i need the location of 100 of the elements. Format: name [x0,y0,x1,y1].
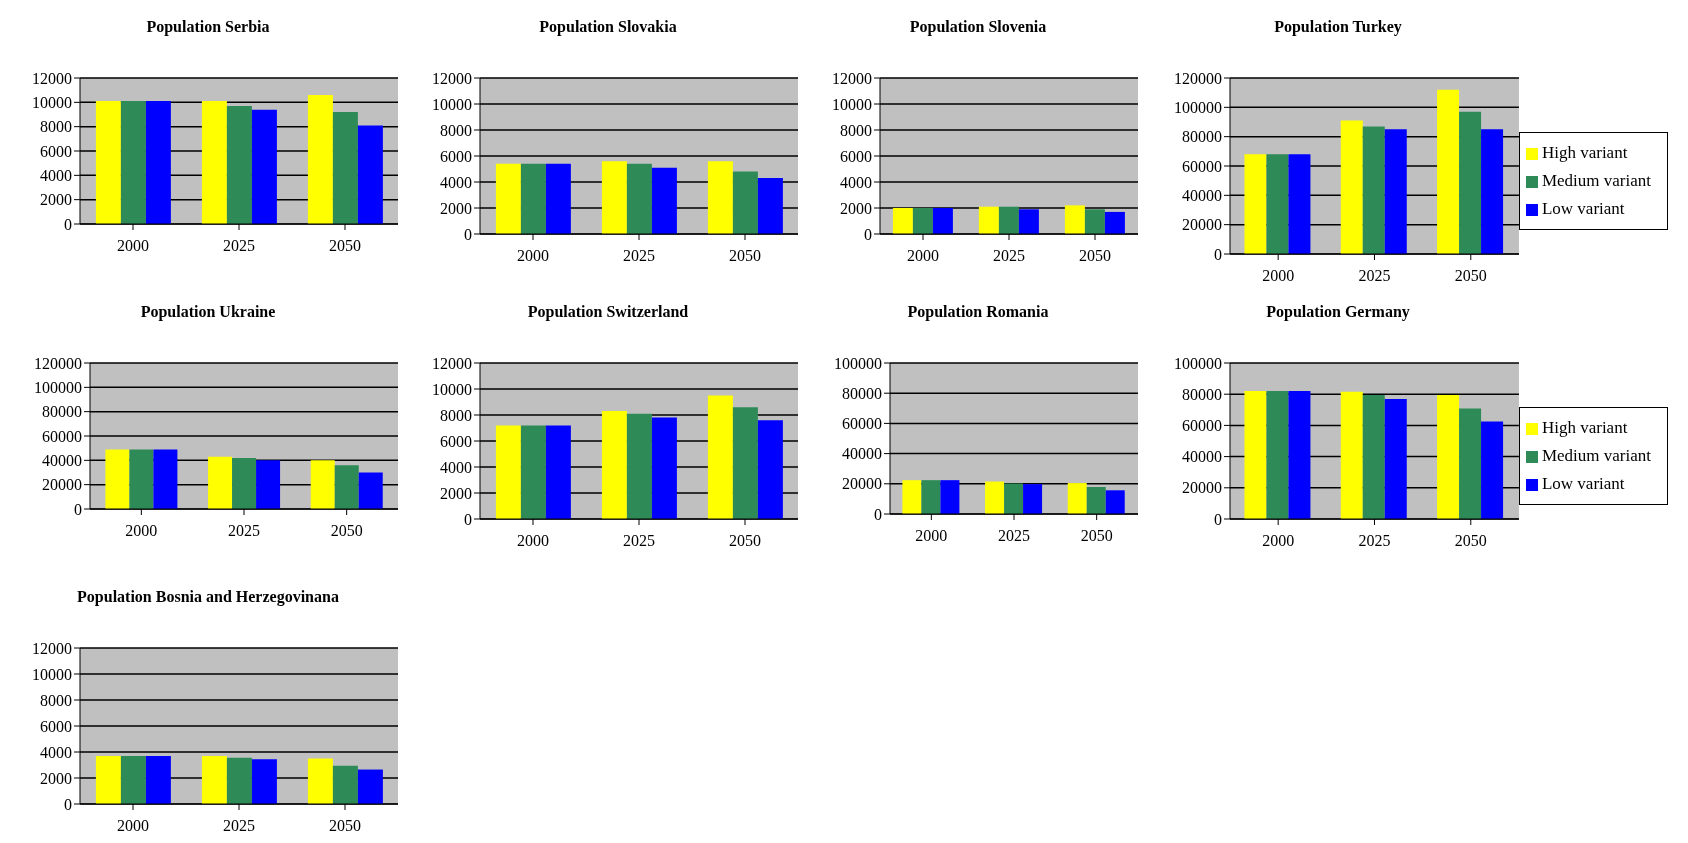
bar [1384,398,1407,519]
bar [145,755,171,804]
y-tick-label: 60000 [42,427,82,445]
y-tick-label: 10000 [432,380,472,398]
bar [232,457,257,509]
y-tick-label: 2000 [40,769,72,787]
y-tick-label: 8000 [40,118,72,136]
y-tick-label: 12000 [432,354,472,372]
bar [1362,126,1385,254]
x-tick-label: 2025 [1358,267,1391,285]
y-tick-label: 40000 [1182,448,1222,466]
bar [1244,391,1267,519]
y-tick-label: 0 [864,225,872,243]
bar [1459,408,1482,519]
y-tick-label: 80000 [1182,128,1222,146]
legend-label: High variant [1541,142,1628,162]
bar [732,407,758,519]
legend-label: Low variant [1541,198,1625,218]
y-tick-label: 60000 [1182,417,1222,435]
y-tick-label: 0 [74,500,82,518]
bar [307,758,333,804]
y-tick-label: 80000 [1182,385,1222,403]
bar [1437,89,1460,254]
bar [651,167,677,234]
bar [105,449,130,509]
y-tick-label: 100000 [1174,354,1222,372]
y-tick-label: 20000 [42,476,82,494]
bar [310,460,335,509]
x-tick-label: 2025 [1358,532,1391,550]
chart-title: Population Slovakia [538,18,678,36]
y-tick-label: 10000 [832,95,872,113]
bar [1064,205,1085,234]
x-tick-label: 2000 [1262,532,1295,550]
y-tick-label: 12000 [32,69,72,87]
x-tick-label: 2025 [223,817,255,835]
bar [1384,129,1407,254]
x-tick-label: 2050 [1454,267,1487,285]
x-tick-label: 2025 [993,247,1025,265]
legend-label: High variant [1541,417,1628,437]
bar [332,112,358,224]
x-tick-label: 2025 [998,527,1030,545]
bar [1288,391,1311,519]
chart-title: Population Switzerland [526,303,690,321]
y-tick-label: 4000 [440,458,472,476]
y-tick-label: 8000 [840,121,872,139]
bar [978,206,999,234]
bar [1018,209,1039,234]
y-tick-label: 2000 [440,484,472,502]
y-tick-label: 60000 [1182,157,1222,175]
y-tick-label: 0 [64,215,72,233]
bar [95,101,121,224]
bar [626,413,652,519]
y-tick-label: 2000 [440,199,472,217]
bar [226,757,252,804]
y-tick-label: 8000 [440,406,472,424]
bar [251,109,277,224]
bar [1266,154,1289,254]
bar [1481,129,1504,254]
chart-title: Population Serbia [145,18,271,36]
x-tick-label: 2050 [1454,532,1487,550]
y-tick-label: 100000 [34,379,82,397]
legend-label: Medium variant [1541,170,1651,190]
bar [707,161,733,234]
y-tick-label: 6000 [40,717,72,735]
y-tick-label: 0 [64,795,72,813]
y-tick-label: 20000 [1182,216,1222,234]
legend-label: Medium variant [1541,445,1651,465]
x-tick-label: 2050 [330,522,363,540]
bar [545,163,571,234]
y-tick-label: 80000 [842,384,882,402]
chart-title: Population Ukraine [139,303,277,321]
bar [357,125,383,224]
x-tick-label: 2000 [517,532,549,550]
chart-title: Population Turkey [1273,18,1403,36]
x-tick-label: 2050 [729,532,761,550]
bar [120,101,146,224]
bar [201,755,227,804]
y-tick-label: 4000 [40,743,72,761]
x-tick-label: 2000 [125,522,158,540]
y-tick-label: 10000 [432,95,472,113]
y-tick-label: 120000 [34,354,82,372]
bar [998,206,1019,234]
bar [208,456,233,509]
bar [307,95,333,224]
y-tick-label: 4000 [40,167,72,185]
y-tick-label: 80000 [42,403,82,421]
y-tick-label: 6000 [840,147,872,165]
y-tick-label: 100000 [834,354,882,372]
chart-title: Population Slovenia [908,18,1048,36]
bar [1244,154,1267,254]
bar [226,105,252,224]
bar [1084,209,1105,234]
bar [1023,484,1043,514]
bar [520,425,546,519]
x-tick-label: 2050 [329,237,361,255]
y-tick-label: 100000 [1174,99,1222,117]
bar [1362,394,1385,519]
x-tick-label: 2000 [117,237,149,255]
y-tick-label: 40000 [842,445,882,463]
y-tick-label: 20000 [842,475,882,493]
